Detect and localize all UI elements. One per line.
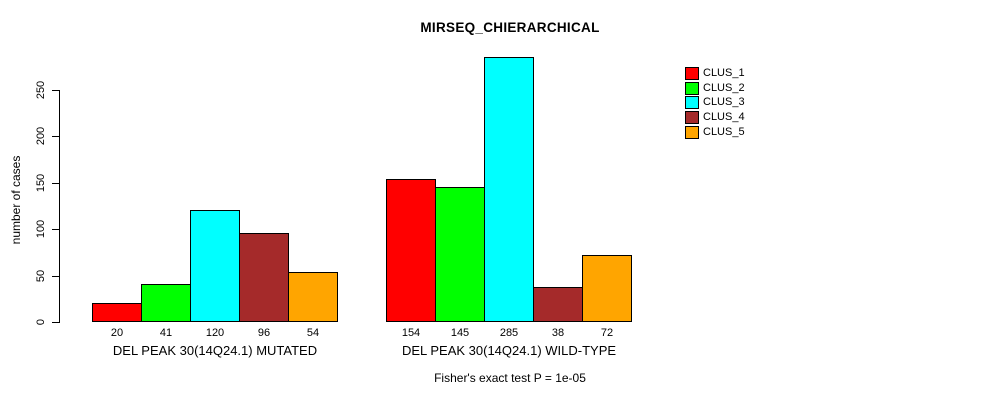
bar-value-label: 20 xyxy=(110,327,124,339)
bar-value-label: 154 xyxy=(401,327,421,339)
y-axis-label: number of cases xyxy=(9,155,23,245)
legend-item-clus_2: CLUS_2 xyxy=(685,81,745,96)
legend: CLUS_1 CLUS_2 CLUS_3 CLUS_4 CLUS_5 xyxy=(685,66,745,139)
y-axis-tick-label: 150 xyxy=(35,173,47,192)
bar-clus_5-group1 xyxy=(288,271,338,322)
y-axis-tick xyxy=(52,182,59,184)
y-axis-tick-label: 0 xyxy=(35,318,47,326)
legend-label: CLUS_1 xyxy=(703,66,745,79)
y-axis-tick-label: 250 xyxy=(35,80,47,99)
bar-clus_5-group2 xyxy=(582,255,632,322)
chart-title: MIRSEQ_CHIERARCHICAL xyxy=(420,20,600,35)
y-axis-tick xyxy=(52,136,59,137)
group-label-1: DEL PEAK 30(14Q24.1) MUTATED xyxy=(112,343,318,358)
bar-value-label: 54 xyxy=(306,327,320,339)
bar-clus_3-group1 xyxy=(190,210,240,322)
bar-value-label: 41 xyxy=(159,327,173,339)
legend-swatch-clus_1 xyxy=(685,66,699,80)
bar-clus_1-group1 xyxy=(92,303,142,322)
fisher-test-annotation: Fisher's exact test P = 1e-05 xyxy=(434,371,586,385)
legend-label: CLUS_2 xyxy=(703,81,745,94)
legend-swatch-clus_4 xyxy=(685,110,699,124)
bar-clus_4-group2 xyxy=(533,286,583,322)
bar-value-label: 72 xyxy=(600,327,614,339)
bar-clus_3-group2 xyxy=(484,56,534,322)
bar-value-label: 38 xyxy=(551,327,565,339)
legend-swatch-clus_5 xyxy=(685,125,699,139)
bar-clus_4-group1 xyxy=(239,232,289,322)
bar-clus_1-group2 xyxy=(386,178,436,322)
bar-value-label: 285 xyxy=(499,327,519,339)
group-label-2: DEL PEAK 30(14Q24.1) WILD-TYPE xyxy=(401,343,617,358)
legend-label: CLUS_4 xyxy=(703,110,745,123)
legend-label: CLUS_3 xyxy=(703,96,745,109)
legend-label: CLUS_5 xyxy=(703,125,745,138)
y-axis-tick xyxy=(52,322,59,323)
y-axis-tick-label: 50 xyxy=(35,269,47,282)
legend-swatch-clus_3 xyxy=(685,96,699,110)
legend-item-clus_5: CLUS_5 xyxy=(685,125,745,140)
y-axis-tick xyxy=(52,275,59,277)
bar-value-label: 145 xyxy=(450,327,470,339)
y-axis-tick xyxy=(52,229,59,230)
y-axis-tick-label: 100 xyxy=(35,219,47,239)
y-axis-line xyxy=(59,89,60,323)
bar-value-label: 96 xyxy=(257,327,271,339)
y-axis-tick-label: 200 xyxy=(35,126,47,146)
legend-item-clus_1: CLUS_1 xyxy=(685,66,745,81)
legend-swatch-clus_2 xyxy=(685,81,699,95)
bar-clus_2-group2 xyxy=(435,187,485,322)
bar-clus_2-group1 xyxy=(141,283,191,322)
legend-item-clus_4: CLUS_4 xyxy=(685,110,745,125)
y-axis-tick xyxy=(52,89,59,91)
bar-value-label: 120 xyxy=(205,327,225,339)
legend-item-clus_3: CLUS_3 xyxy=(685,95,745,110)
